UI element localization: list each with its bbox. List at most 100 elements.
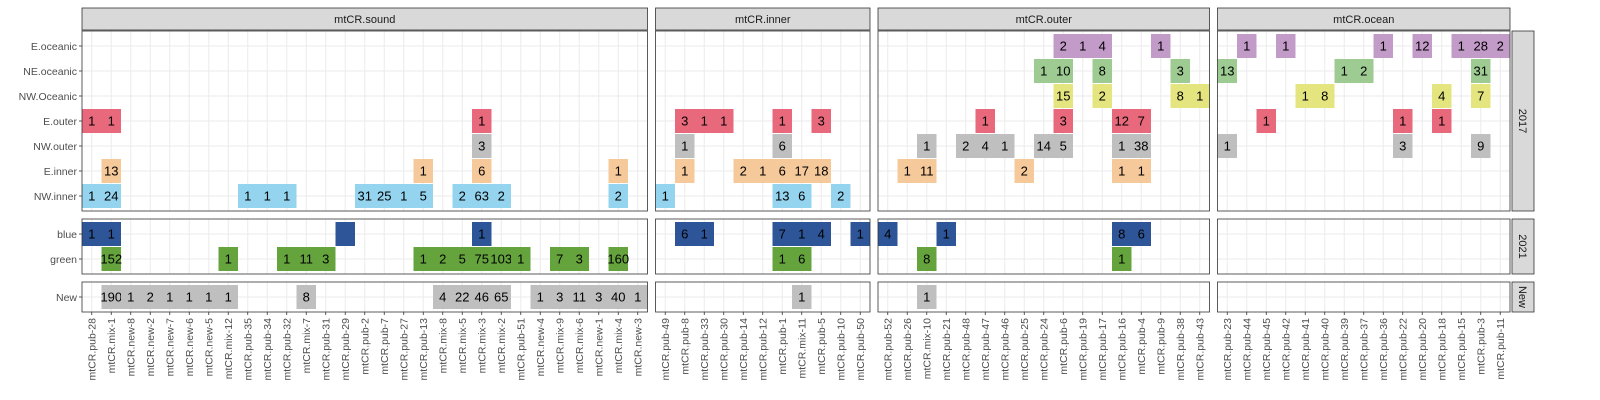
cell-count-label: 1 — [923, 139, 930, 154]
heatmap-cell — [101, 222, 121, 246]
heatmap-cell — [1131, 159, 1151, 183]
heatmap-cell — [218, 285, 238, 309]
cell-count-label: 1 — [1243, 39, 1250, 54]
x-tick-label: mtCR.pub-13 — [418, 318, 430, 381]
heatmap-cell — [413, 159, 433, 183]
x-tick-label: mtCR.pub-42 — [1281, 318, 1293, 381]
x-tick-label: mtCR.mix-6 — [574, 318, 586, 374]
heatmap-cell — [1432, 109, 1452, 133]
heatmap-cell — [452, 247, 472, 271]
heatmap-cell — [472, 184, 492, 208]
facet-strip-label: mtCR.sound — [334, 14, 395, 26]
y-tick-label: NW.Oceanic — [19, 91, 77, 103]
x-tick-label: mtCR.pub-32 — [282, 318, 294, 381]
cell-count-label: 2 — [459, 189, 466, 204]
heatmap-cell — [917, 285, 937, 309]
heatmap-cell — [1131, 222, 1151, 246]
cell-count-label: 3 — [478, 139, 485, 154]
panel-border — [877, 30, 1210, 212]
x-tick-label: mtCR.pub-9 — [1156, 318, 1168, 375]
x-tick-label: mtCR.pub-22 — [1398, 318, 1410, 381]
x-tick-label: mtCR.pub-25 — [1019, 318, 1031, 381]
x-tick-label: mtCR.mix-1 — [106, 318, 118, 374]
heatmap-cell — [1295, 84, 1315, 108]
heatmap-cell — [296, 285, 316, 309]
cell-count-label: 1 — [615, 164, 622, 179]
heatmap-cell — [831, 184, 851, 208]
cell-count-label: 1 — [779, 252, 786, 267]
x-tick-label: mtCR.pub-14 — [738, 318, 750, 381]
x-tick-label: mtCR.pub-3 — [1476, 318, 1488, 375]
x-tick-label: mtCR.pub-48 — [961, 318, 973, 381]
cell-count-label: 4 — [884, 227, 891, 242]
heatmap-cell — [917, 134, 937, 158]
cell-count-label: 6 — [798, 189, 805, 204]
cell-count-label: 28 — [1474, 39, 1488, 54]
cell-count-label: 7 — [779, 227, 786, 242]
cell-count-label: 3 — [681, 114, 688, 129]
x-tick-label: mtCR.pub-21 — [941, 318, 953, 381]
cell-count-label: 1 — [88, 114, 95, 129]
heatmap-cell — [1014, 159, 1034, 183]
x-tick-label: mtCR.pub-1 — [777, 318, 789, 375]
cell-count-label: 1 — [1399, 114, 1406, 129]
x-tick-label: mtCR.new-7 — [165, 318, 177, 377]
heatmap-cell — [199, 285, 219, 309]
heatmap-cell — [316, 247, 336, 271]
cell-count-label: 4 — [1438, 89, 1445, 104]
heatmap-cell — [956, 134, 976, 158]
heatmap-cell — [550, 247, 570, 271]
x-tick-label: mtCR.pub-6 — [1058, 318, 1070, 375]
x-tick-label: mtCR.new-4 — [535, 318, 547, 377]
panel-border — [655, 30, 871, 212]
heatmap-cell — [82, 222, 102, 246]
heatmap-cell — [936, 222, 956, 246]
cell-count-label: 190 — [100, 290, 122, 305]
x-tick-label: mtCR.mix-11 — [797, 318, 809, 379]
cell-count-label: 1 — [537, 290, 544, 305]
cell-count-label: 1 — [225, 252, 232, 267]
heatmap-cell — [608, 247, 628, 271]
heatmap-cell — [101, 247, 121, 271]
heatmap-cell — [296, 247, 316, 271]
x-tick-label: mtCR.pub-27 — [399, 318, 411, 381]
x-tick-label: mtCR.mix-2 — [496, 318, 508, 374]
x-tick-label: mtCR.pub-26 — [902, 318, 914, 381]
heatmap-cell — [714, 109, 734, 133]
heatmap-cell — [628, 285, 648, 309]
cell-count-label: 11 — [920, 164, 934, 179]
heatmap-cell — [1373, 34, 1393, 58]
cell-count-label: 1 — [720, 114, 727, 129]
heatmap-cell — [1412, 34, 1432, 58]
cell-count-label: 1 — [943, 227, 950, 242]
cell-count-label: 1 — [400, 189, 407, 204]
cell-count-label: 3 — [595, 290, 602, 305]
heatmap-cell — [452, 184, 472, 208]
heatmap-cell — [1112, 159, 1132, 183]
heatmap-cell — [1131, 109, 1151, 133]
heatmap-cell — [1237, 34, 1257, 58]
heatmap-cell — [694, 109, 714, 133]
cell-count-label: 5 — [1060, 139, 1067, 154]
heatmap-cell — [394, 184, 414, 208]
panel-border — [877, 218, 1210, 275]
heatmap-cell — [569, 285, 589, 309]
facet-strip-mtCR.ocean — [1217, 7, 1511, 31]
cell-count-label: 1 — [205, 290, 212, 305]
heatmap-cell — [452, 285, 472, 309]
x-tick-label: mtCR.pub-37 — [1359, 318, 1371, 381]
x-tick-label: mtCR.pub-23 — [1222, 318, 1234, 381]
heatmap-cell — [772, 184, 792, 208]
facet-strip-label: mtCR.inner — [735, 14, 791, 26]
panel-border — [655, 218, 871, 275]
cell-count-label: 2 — [837, 189, 844, 204]
heatmap-cell — [1053, 59, 1073, 83]
x-tick-label: mtCR.pub-24 — [1039, 318, 1051, 381]
x-tick-label: mtCR.mix-7 — [301, 318, 313, 374]
heatmap-cell — [257, 184, 277, 208]
cell-count-label: 2 — [615, 189, 622, 204]
cell-count-label: 1 — [127, 290, 134, 305]
heatmap-cell — [82, 184, 102, 208]
cell-count-label: 2 — [1497, 39, 1504, 54]
heatmap-cell — [218, 247, 238, 271]
